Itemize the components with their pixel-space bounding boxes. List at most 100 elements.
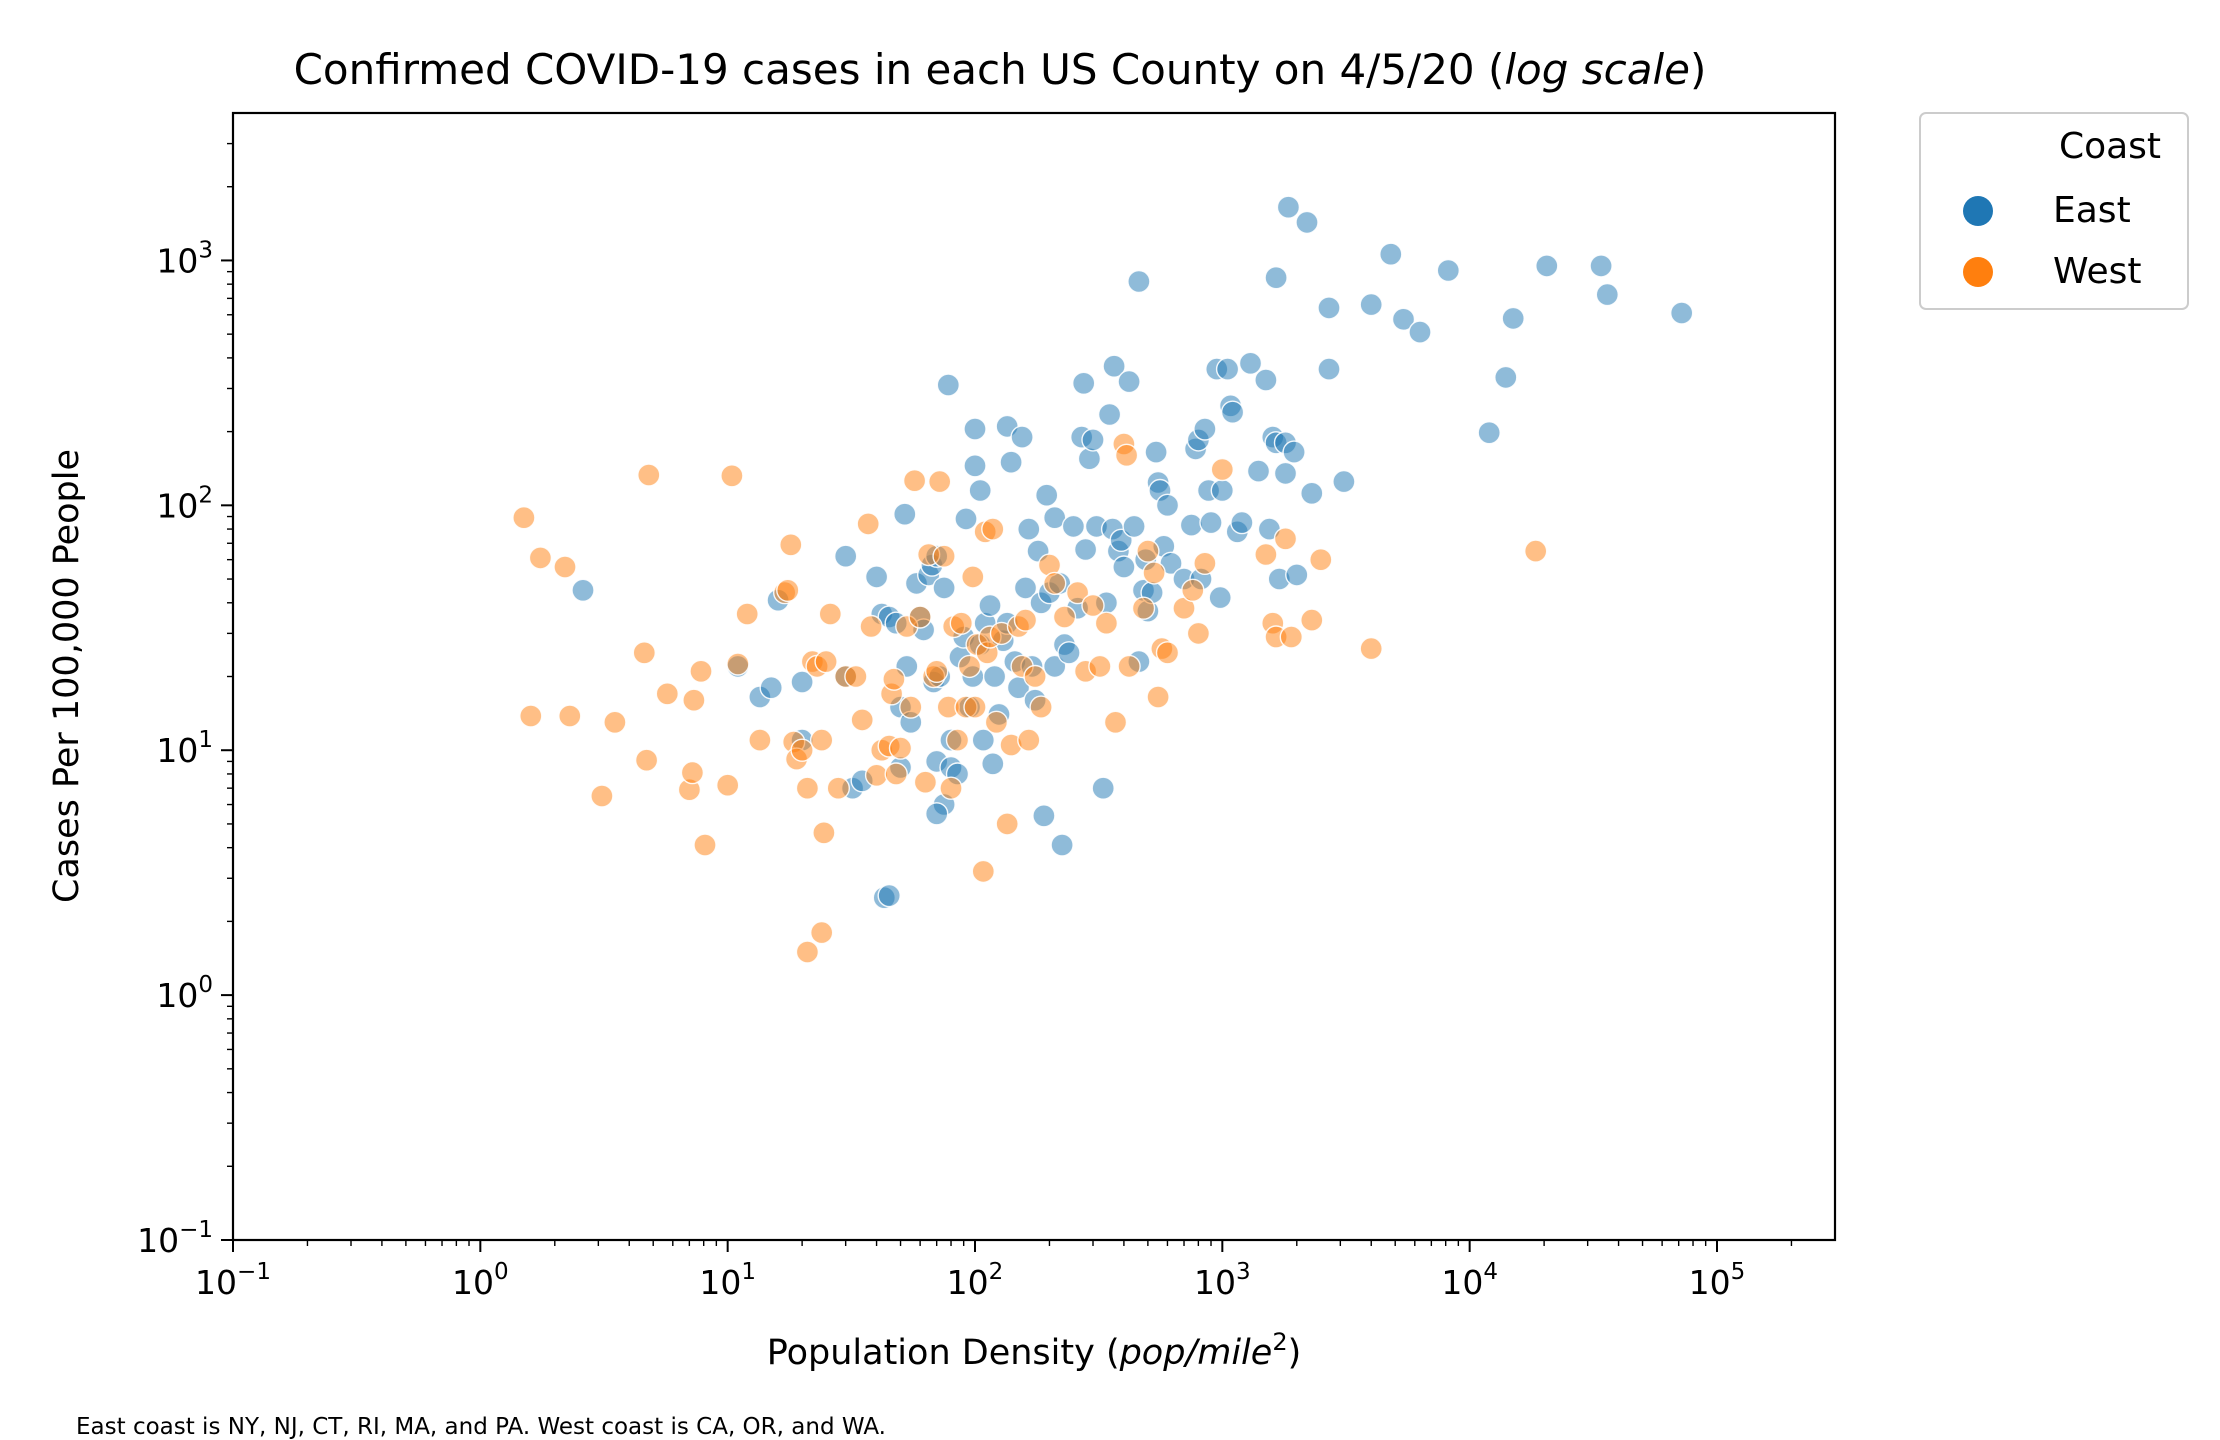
data-point-west-94 (1114, 443, 1139, 467)
legend-label-east: East (2053, 190, 2131, 231)
data-point-west-114 (1359, 636, 1383, 661)
data-point-west-80 (1013, 608, 1038, 632)
legend-marker-east (1963, 196, 1993, 226)
data-point-east-11 (864, 565, 889, 589)
data-point-east-78 (1071, 371, 1096, 395)
chart-title-scale-note: log scale (1504, 45, 1690, 94)
chart-title: Confirmed COVID-19 cases in each US Coun… (294, 45, 1707, 94)
data-point-west-1 (519, 704, 543, 728)
data-point-west-53 (913, 770, 938, 794)
data-point-east-72 (1050, 833, 1074, 857)
x-tick-label: 10−1 (195, 1259, 271, 1302)
data-point-east-45 (968, 478, 992, 503)
data-point-east-31 (936, 373, 960, 397)
data-point-west-82 (1023, 664, 1047, 689)
data-point-east-7 (834, 544, 858, 568)
data-point-east-81 (1081, 428, 1105, 452)
data-point-west-56 (925, 659, 949, 683)
data-point-west-112 (1300, 608, 1324, 632)
data-point-west-36 (826, 776, 850, 800)
data-point-east-149 (1595, 282, 1620, 307)
data-point-west-86 (1052, 605, 1077, 629)
x-axis-label: Population Density (pop/mile2) (767, 1328, 1302, 1373)
data-point-east-112 (1199, 510, 1223, 535)
data-point-west-4 (558, 704, 582, 728)
data-point-west-73 (981, 517, 1005, 541)
y-tick-label: 10−1 (137, 1217, 213, 1260)
data-point-west-96 (1131, 596, 1156, 620)
data-point-west-26 (790, 738, 814, 762)
data-point-west-35 (818, 602, 842, 626)
data-point-west-92 (1103, 710, 1128, 734)
data-point-west-67 (963, 695, 987, 719)
data-point-west-12 (680, 760, 705, 785)
data-point-west-51 (902, 469, 927, 493)
data-point-east-59 (1010, 425, 1034, 449)
data-point-east-147 (1535, 254, 1559, 278)
x-tick-label: 104 (1441, 1259, 1498, 1302)
data-point-east-4 (759, 676, 783, 700)
data-point-west-52 (908, 605, 932, 629)
data-point-east-99 (1144, 440, 1168, 464)
data-point-west-106 (1210, 457, 1235, 482)
data-point-west-46 (882, 667, 906, 691)
data-point-west-32 (810, 728, 834, 752)
series-west-points (512, 432, 1548, 964)
data-point-east-116 (1215, 357, 1240, 381)
data-point-west-34 (814, 649, 838, 674)
data-point-east-85 (1097, 402, 1122, 427)
data-point-east-47 (971, 728, 995, 752)
data-point-east-137 (1317, 296, 1341, 320)
data-point-west-38 (844, 664, 868, 689)
x-tick-label: 100 (452, 1259, 509, 1302)
data-point-east-19 (893, 502, 917, 526)
x-axis-ticks: 10−1 100 101 102 103 104 105 (195, 1240, 1793, 1302)
data-point-west-91 (1094, 611, 1119, 635)
x-tick-label: 103 (1194, 1259, 1251, 1302)
x-tick-label: 101 (699, 1259, 756, 1302)
data-point-west-18 (726, 652, 750, 676)
data-point-west-6 (603, 710, 627, 734)
data-point-west-48 (888, 736, 913, 760)
data-point-east-33 (925, 802, 949, 826)
data-point-west-5 (590, 784, 614, 808)
data-point-east-0 (571, 578, 595, 602)
data-point-west-42 (864, 763, 889, 787)
y-axis-ticks: 10−1 100 101 102 103 (137, 142, 233, 1260)
x-tick-label: 102 (947, 1259, 1004, 1302)
data-point-east-115 (1210, 478, 1235, 503)
legend: Coast East West (1919, 112, 2189, 310)
data-point-east-14 (877, 883, 901, 908)
data-point-west-13 (682, 688, 706, 712)
data-point-east-106 (1179, 513, 1204, 537)
data-point-east-91 (1117, 369, 1141, 394)
data-point-west-58 (932, 544, 956, 568)
data-point-west-97 (1136, 539, 1160, 563)
data-point-east-90 (1112, 555, 1136, 579)
data-point-west-103 (1181, 578, 1205, 602)
data-point-west-60 (939, 776, 963, 800)
data-point-east-87 (1102, 354, 1126, 378)
data-point-east-74 (1057, 641, 1081, 665)
data-point-east-56 (999, 450, 1023, 474)
data-point-east-118 (1220, 400, 1245, 424)
data-point-west-16 (716, 773, 740, 797)
data-point-west-85 (1042, 571, 1067, 596)
data-point-west-39 (850, 708, 874, 732)
data-point-east-60 (1013, 576, 1038, 600)
legend-marker-west (1963, 257, 1993, 287)
data-point-east-83 (1091, 776, 1115, 800)
data-point-east-146 (1501, 306, 1525, 331)
data-point-east-79 (1073, 537, 1098, 562)
y-tick-label: 100 (156, 972, 213, 1015)
data-point-east-44 (963, 417, 987, 441)
data-point-west-20 (748, 728, 772, 752)
data-point-west-50 (899, 695, 923, 719)
data-point-west-107 (1254, 542, 1278, 567)
data-point-west-74 (984, 710, 1009, 734)
data-point-east-133 (1285, 563, 1309, 587)
data-point-east-148 (1589, 254, 1613, 278)
data-point-west-87 (1065, 580, 1090, 605)
data-point-east-139 (1359, 292, 1383, 317)
data-point-east-50 (981, 752, 1005, 776)
